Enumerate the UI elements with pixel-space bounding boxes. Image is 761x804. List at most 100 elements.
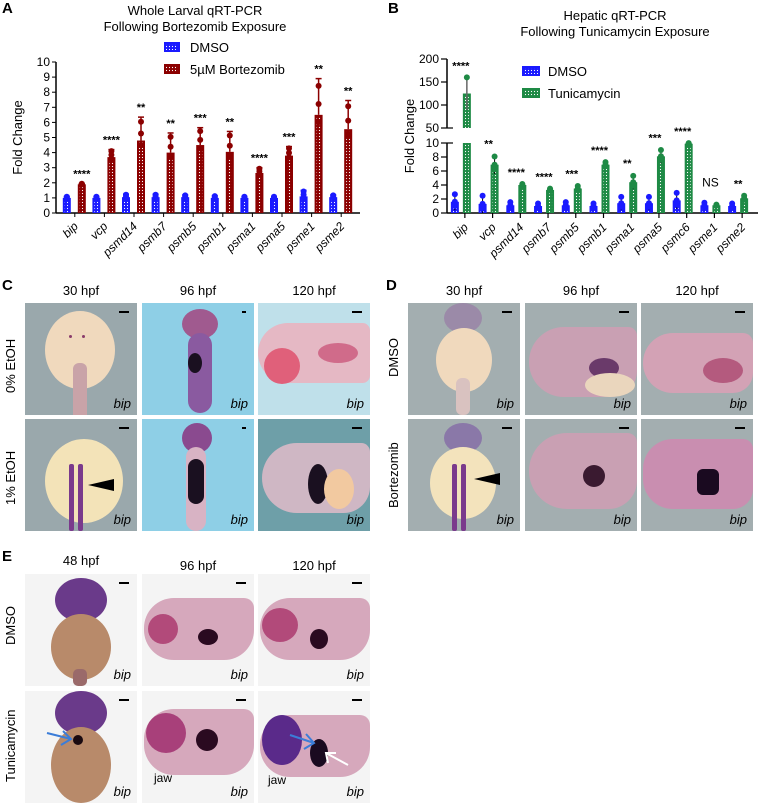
x-tick-label: bip [450,220,471,241]
chart-a-title: Whole Larval qRT-PCR Following Bortezomi… [80,3,310,35]
bar-hatch [301,198,306,213]
gene-label: bip [613,512,631,527]
scale-bar [619,427,629,429]
photo-d-dmso-120hpf: bip [641,303,753,415]
x-tick-label: vcp [476,220,499,243]
scale-bar [502,427,512,429]
data-point [315,82,322,89]
photo-c-0pct-96hpf: bip [142,303,254,415]
data-point [574,186,581,193]
gene-label: bip [113,396,131,411]
significance-label: *** [194,113,208,125]
data-point [491,161,498,168]
data-point [602,163,609,170]
data-point [451,198,458,205]
data-point [713,202,720,209]
data-point [286,145,292,152]
data-point [741,196,748,203]
data-point [138,142,144,149]
bar-hatch [631,184,636,213]
gene-label: bip [230,396,248,411]
blue-arrow-icon [289,733,316,750]
y-tick-label: 8 [43,85,50,99]
scale-bar [735,311,745,313]
photo-d-bort-120hpf: bip [641,419,753,531]
gene-label: bip [230,512,248,527]
white-arrow-icon [324,752,349,766]
data-point [167,153,174,160]
photo-d-bort-30hpf: bip [408,419,520,531]
gene-label: bip [230,667,248,682]
bar-hatch [548,191,553,213]
x-tick-label: psmc6 [657,220,693,256]
significance-label: ** [344,86,353,98]
x-tick-label: psma5 [252,219,288,255]
significance-label: **** [103,135,121,147]
data-point [547,187,554,194]
significance-label: *** [649,132,663,144]
y-tick-label: 3 [43,161,50,175]
significance-label: **** [508,167,526,179]
scale-bar [236,582,246,584]
bar-hatch [520,187,525,213]
data-point [657,156,664,163]
data-point [451,191,458,198]
panel-letter-e: E [2,548,13,565]
scale-bar [242,311,246,313]
bar-hatch [730,208,735,213]
scale-bar [236,699,246,701]
gene-label: bip [346,784,364,799]
data-point [93,195,100,202]
y-tick-label: 200 [419,52,439,66]
legend-label: Tunicamycin [548,86,620,101]
gene-label: bip [729,396,747,411]
y-tick-label: 1 [43,191,50,205]
significance-label: ** [484,139,493,151]
data-point [330,194,337,201]
bar-hatch [287,157,291,213]
y-tick-label: 2 [432,192,439,206]
data-point [138,118,144,125]
data-point [479,200,486,207]
data-point [197,128,204,135]
panel-letter-a: A [2,0,13,17]
bar-hatch [464,95,469,128]
data-point [197,136,204,143]
data-point [226,142,233,149]
significance-label: *** [565,169,579,181]
e-row-label-1: DMSO [3,606,18,645]
data-point [645,193,652,200]
photo-c-1pct-120hpf: bip [258,419,370,531]
data-point [479,192,486,199]
legend-swatch-hatch [166,44,178,50]
data-point [345,131,352,138]
data-point [590,204,597,211]
data-point [256,171,263,178]
y-tick-label: 100 [419,98,439,112]
x-tick-label: psme1 [684,220,720,256]
photo-e-tuni-120hpf: jaw bip [258,691,370,803]
data-point [182,194,189,201]
scale-bar [735,427,745,429]
bar-hatch [64,199,69,213]
e-col-label-1: 48 hpf [62,553,100,568]
data-point [286,149,292,156]
scale-bar [119,311,129,313]
scale-bar [352,699,362,701]
data-point [315,119,322,126]
gene-label: bip [113,784,131,799]
legend-swatch-hatch [524,68,538,74]
bar-hatch [109,159,114,213]
significance-label: ** [734,179,743,191]
x-tick-label: psmb1 [193,219,229,255]
bar-hatch [227,153,232,213]
chart-b-title-line2: Following Tunicamycin Exposure [520,24,710,39]
data-point [345,117,352,124]
data-point [673,201,680,208]
jaw-label: jaw [268,773,287,787]
data-point [729,204,736,211]
bar-hatch [212,199,217,213]
gene-label: bip [346,512,364,527]
data-point [562,204,569,211]
